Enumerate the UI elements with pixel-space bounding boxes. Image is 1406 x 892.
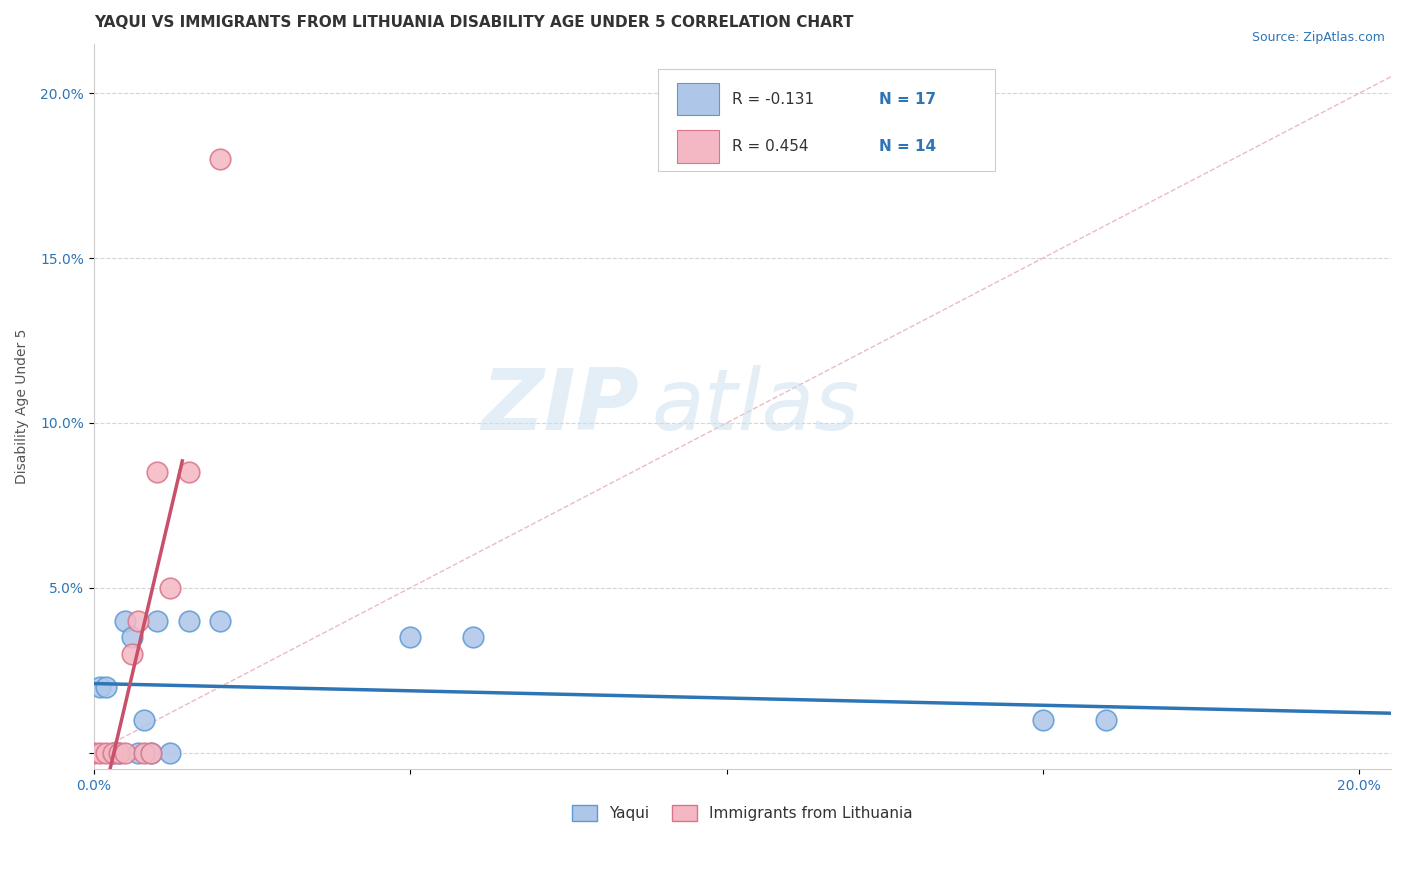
Point bbox=[108, 746, 131, 760]
Point bbox=[114, 614, 136, 628]
Y-axis label: Disability Age Under 5: Disability Age Under 5 bbox=[15, 329, 30, 484]
Point bbox=[121, 631, 143, 645]
Text: atlas: atlas bbox=[651, 365, 859, 448]
Text: Source: ZipAtlas.com: Source: ZipAtlas.com bbox=[1251, 31, 1385, 45]
Point bbox=[89, 680, 111, 694]
Point bbox=[1095, 713, 1118, 727]
Text: R = 0.454: R = 0.454 bbox=[733, 139, 808, 153]
Point bbox=[399, 631, 422, 645]
FancyBboxPatch shape bbox=[678, 83, 718, 115]
Point bbox=[1032, 713, 1054, 727]
Point bbox=[139, 746, 162, 760]
Point bbox=[127, 614, 149, 628]
Point bbox=[89, 746, 111, 760]
Point bbox=[127, 746, 149, 760]
Text: ZIP: ZIP bbox=[481, 365, 638, 448]
Point bbox=[134, 713, 156, 727]
Point bbox=[101, 746, 124, 760]
FancyBboxPatch shape bbox=[678, 130, 718, 162]
Point bbox=[101, 746, 124, 760]
Point bbox=[83, 746, 105, 760]
Point bbox=[146, 614, 169, 628]
Text: R = -0.131: R = -0.131 bbox=[733, 92, 814, 107]
Point bbox=[209, 614, 232, 628]
Legend: Yaqui, Immigrants from Lithuania: Yaqui, Immigrants from Lithuania bbox=[567, 798, 918, 827]
Point bbox=[96, 746, 118, 760]
Point bbox=[177, 466, 200, 480]
Point bbox=[108, 746, 131, 760]
Point bbox=[134, 746, 156, 760]
Text: YAQUI VS IMMIGRANTS FROM LITHUANIA DISABILITY AGE UNDER 5 CORRELATION CHART: YAQUI VS IMMIGRANTS FROM LITHUANIA DISAB… bbox=[94, 15, 853, 30]
Point bbox=[463, 631, 485, 645]
Text: N = 17: N = 17 bbox=[879, 92, 936, 107]
Point bbox=[146, 466, 169, 480]
Point bbox=[121, 647, 143, 661]
Text: N = 14: N = 14 bbox=[879, 139, 936, 153]
Point bbox=[159, 746, 181, 760]
Point bbox=[96, 680, 118, 694]
Point bbox=[159, 581, 181, 595]
Point bbox=[139, 746, 162, 760]
Point bbox=[177, 614, 200, 628]
FancyBboxPatch shape bbox=[658, 69, 995, 170]
Point bbox=[209, 152, 232, 166]
Point bbox=[114, 746, 136, 760]
